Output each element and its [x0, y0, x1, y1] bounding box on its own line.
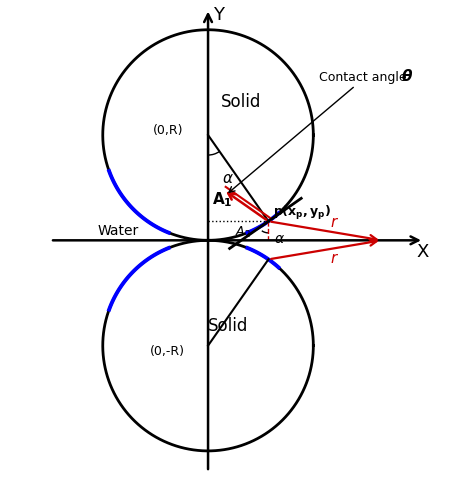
- Text: $\mathbf{p(x_p, y_p)}$: $\mathbf{p(x_p, y_p)}$: [273, 204, 331, 222]
- Text: r: r: [330, 214, 337, 229]
- Text: Water: Water: [98, 224, 139, 238]
- Text: Solid: Solid: [208, 316, 248, 334]
- Text: $\boldsymbol{\theta}$: $\boldsymbol{\theta}$: [401, 68, 413, 84]
- Text: Contact angle: Contact angle: [319, 71, 410, 84]
- Text: $A_2$: $A_2$: [235, 225, 251, 240]
- Text: (0,R): (0,R): [153, 124, 184, 137]
- Text: Solid: Solid: [221, 92, 261, 110]
- Text: (0,-R): (0,-R): [150, 344, 185, 357]
- Text: $\alpha$: $\alpha$: [222, 171, 234, 186]
- Text: $\mathbf{A_1}$: $\mathbf{A_1}$: [212, 190, 233, 209]
- Text: Y: Y: [213, 6, 224, 24]
- Text: $\alpha$: $\alpha$: [273, 232, 285, 246]
- Text: r: r: [330, 251, 337, 266]
- Text: X: X: [417, 242, 429, 261]
